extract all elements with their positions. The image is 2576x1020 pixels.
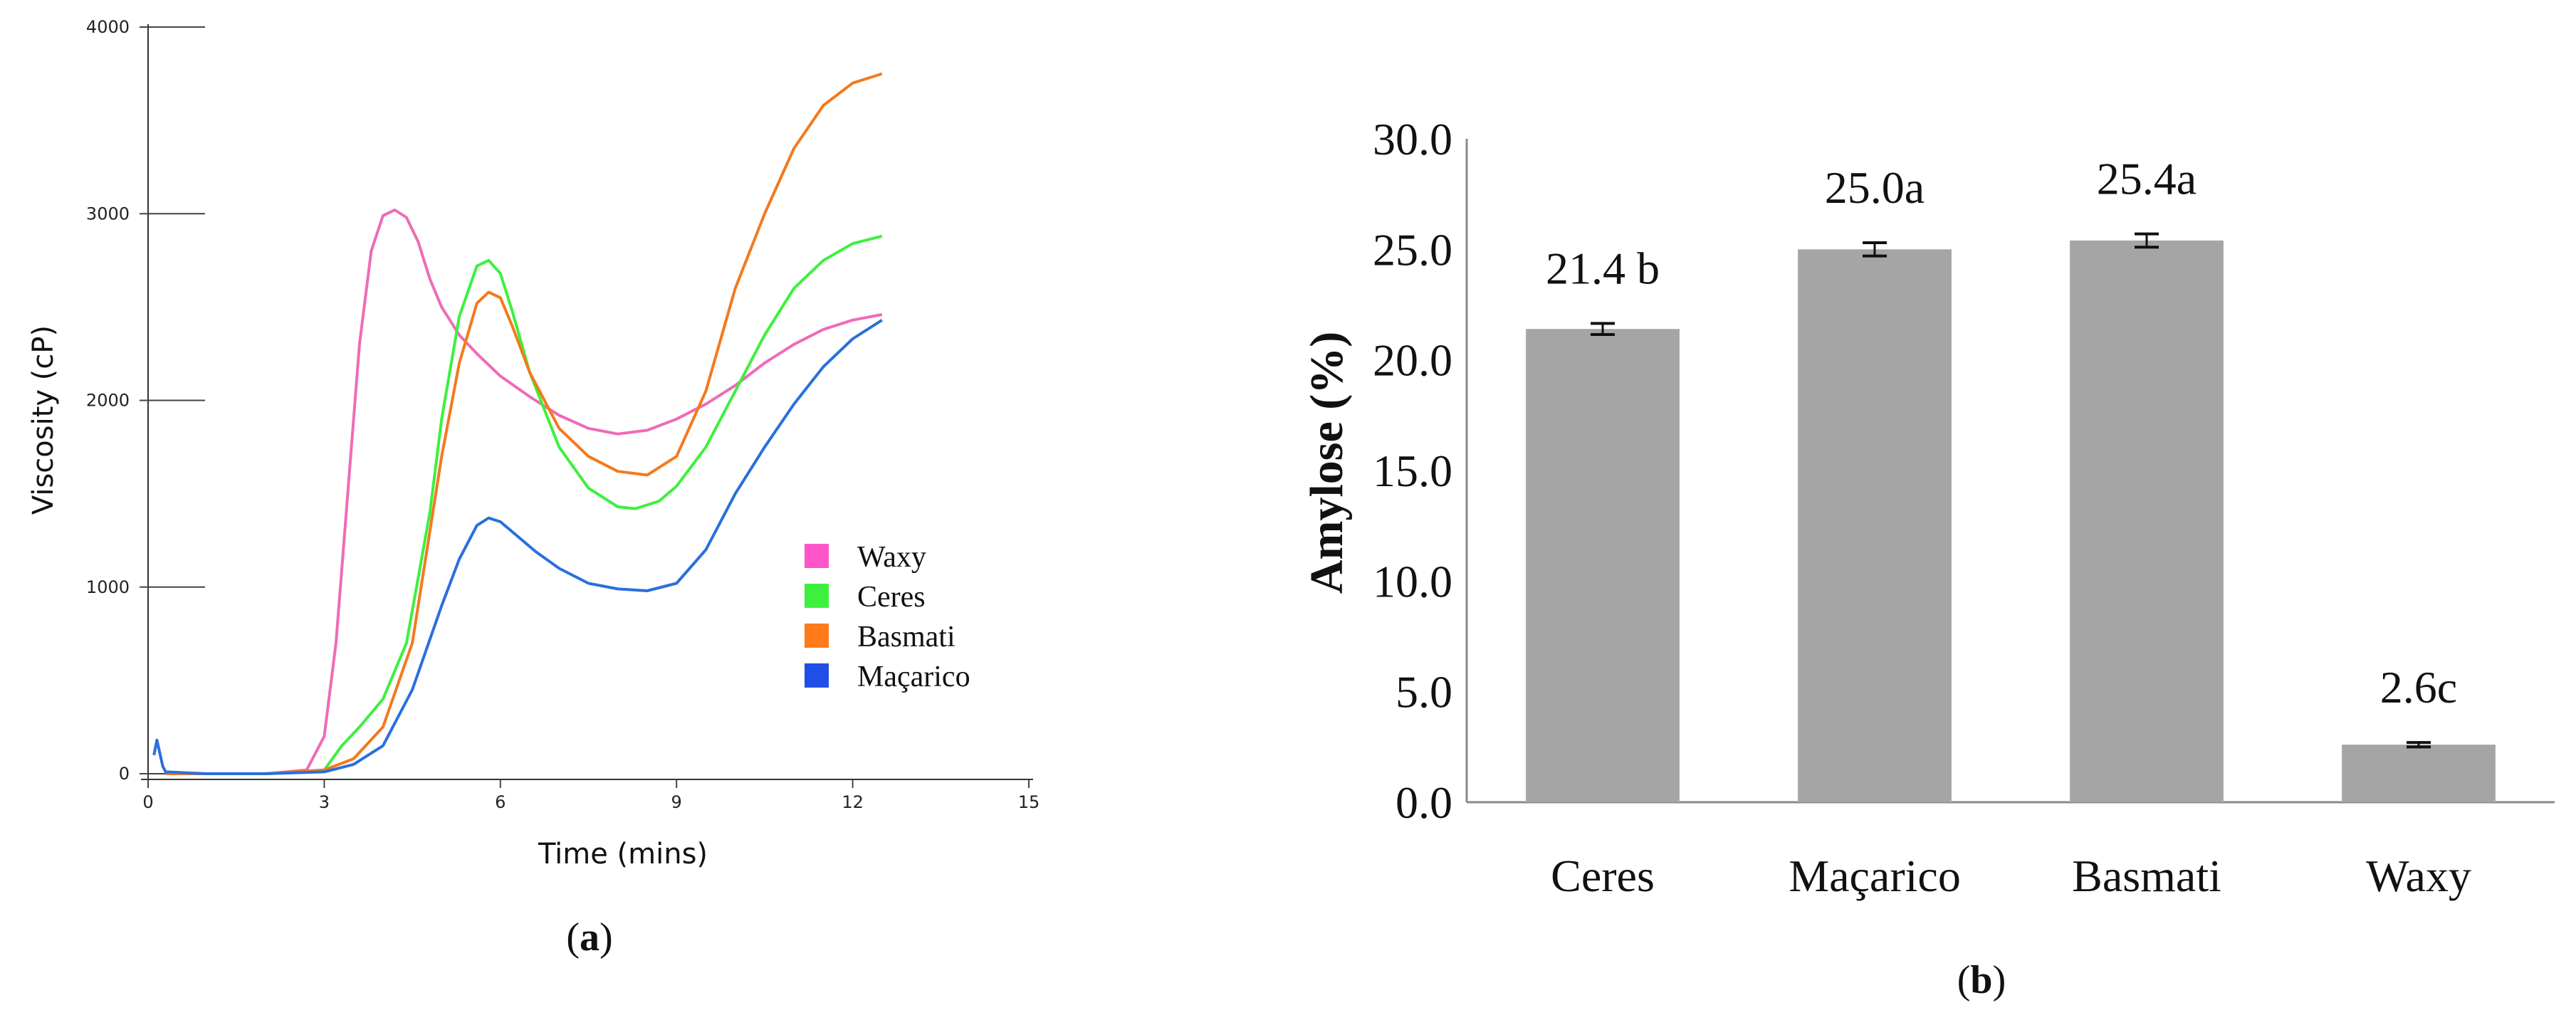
panel-a-x-tick-label: 6 [495,792,506,812]
panel-a-axes: 0 1000 2000 3000 4000 0 3 6 9 12 15 [86,17,1040,812]
panel-b-y-tick-label: 15.0 [1373,446,1452,496]
data-label-ceres: 21.4 b [1546,243,1660,293]
category-label-basmati: Basmati [2072,851,2221,901]
panel-a-y-tick-label: 1000 [86,577,130,597]
panel-a-x-tick-label: 0 [142,792,153,812]
data-label-basmati: 25.4a [2097,154,2197,204]
panel-a-y-tick-label: 0 [119,764,130,784]
panel-b-y-tick-label: 10.0 [1373,556,1452,606]
category-label-macarico: Maçarico [1789,851,1961,901]
panel-b-amylose-chart: 0.0 5.0 10.0 15.0 20.0 25.0 30.0 21.4 b Ceres 25… [1301,114,2555,1002]
legend-label-waxy: Waxy [857,541,926,574]
panel-a-viscosity-chart: 0 1000 2000 3000 4000 0 3 6 9 12 15 Waxy Ceres Basma… [27,17,1040,959]
panel-a-x-tick-label: 3 [319,792,330,812]
series-line-basmati [165,72,883,775]
legend-swatch-waxy [805,544,829,568]
panel-a-legend: Waxy Ceres Basmati Maçarico [805,541,970,693]
panel-a-x-tick-label: 15 [1018,792,1040,812]
legend-swatch-ceres [805,584,829,608]
bar-ceres [1526,329,1680,802]
panel-a-caption: (a) [566,915,612,959]
panel-b-caption: (b) [1957,958,2006,1002]
bar-macarico [1798,249,1952,802]
legend-label-macarico: Maçarico [857,661,970,693]
panel-a-y-axis-label: Viscosity (cP) [27,325,60,515]
panel-a-series-lines [152,72,883,775]
panel-b-y-tick-label: 0.0 [1396,777,1452,828]
panel-a-x-tick-label: 9 [671,792,682,812]
series-line-macarico [152,319,883,775]
bar-basmati [2070,240,2224,802]
data-label-macarico: 25.0a [1825,162,1925,213]
panel-a-x-axis-label: Time (mins) [538,838,708,871]
category-label-ceres: Ceres [1551,851,1655,901]
bar-waxy [2342,745,2496,802]
panel-b-y-axis-label: Amylose (%) [1301,332,1353,594]
legend-swatch-basmati [805,624,829,648]
series-line-ceres [165,234,883,775]
panel-a-x-tick-label: 12 [842,792,864,812]
legend-swatch-macarico [805,663,829,688]
legend-label-ceres: Ceres [857,581,926,614]
panel-a-y-tick-label: 3000 [86,204,130,224]
legend-label-basmati: Basmati [857,621,955,653]
panel-a-y-tick-label: 4000 [86,17,130,37]
panel-b-y-tick-label: 30.0 [1373,114,1452,164]
panel-b-axes: 0.0 5.0 10.0 15.0 20.0 25.0 30.0 [1373,114,2555,828]
data-label-waxy: 2.6c [2380,662,2457,713]
panel-b-y-tick-label: 5.0 [1396,667,1452,717]
panel-b-bars: 21.4 b Ceres 25.0a Maçarico 25.4a Basmati 2.6c… [1526,154,2496,901]
category-label-waxy: Waxy [2366,851,2471,901]
panel-b-y-tick-label: 20.0 [1373,335,1452,386]
panel-a-y-tick-label: 2000 [86,391,130,411]
panel-b-y-tick-label: 25.0 [1373,224,1452,275]
series-line-waxy [165,209,883,775]
